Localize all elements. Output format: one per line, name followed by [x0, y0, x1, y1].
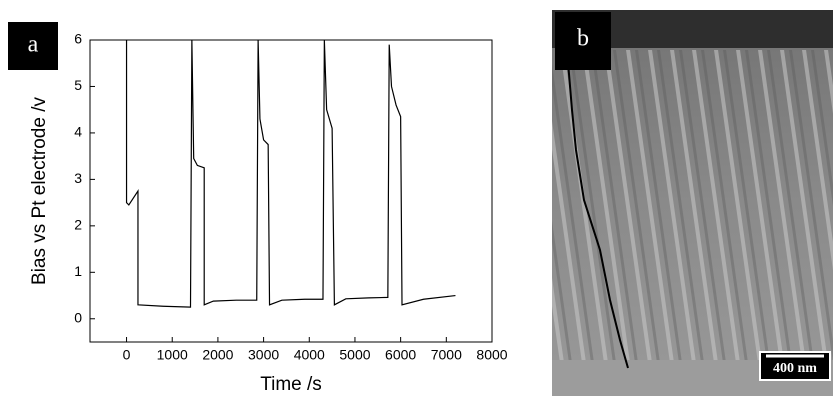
x-tick-label: 1000 [157, 347, 188, 363]
y-tick-label: 6 [74, 31, 82, 47]
x-tick-label: 4000 [294, 347, 325, 363]
y-tick-label: 0 [74, 309, 82, 325]
x-tick-label: 0 [123, 347, 131, 363]
y-tick-label: 4 [74, 124, 82, 140]
plot-frame [89, 39, 493, 343]
y-tick-label: 1 [74, 263, 82, 279]
y-tick-label: 2 [74, 217, 82, 233]
x-tick-label: 8000 [476, 347, 507, 363]
data-line [125, 39, 456, 308]
sem-image [552, 10, 833, 396]
x-axis-label: Time /s [260, 374, 322, 395]
scale-bar-label: 400 nm [773, 361, 817, 376]
panel-label-box [555, 12, 611, 70]
y-tick-label: 5 [74, 77, 82, 93]
x-tick-label: 3000 [248, 347, 279, 363]
panel-label-box [8, 22, 58, 70]
panel-label: a [28, 32, 39, 58]
x-tick-label: 7000 [431, 347, 462, 363]
x-tick-label: 5000 [339, 347, 370, 363]
panel-label: b [577, 26, 589, 52]
y-tick-label: 3 [74, 170, 82, 186]
x-tick-label: 6000 [385, 347, 416, 363]
y-axis-label: Bias vs Pt electrode /v [29, 97, 50, 285]
x-tick-label: 2000 [202, 347, 233, 363]
